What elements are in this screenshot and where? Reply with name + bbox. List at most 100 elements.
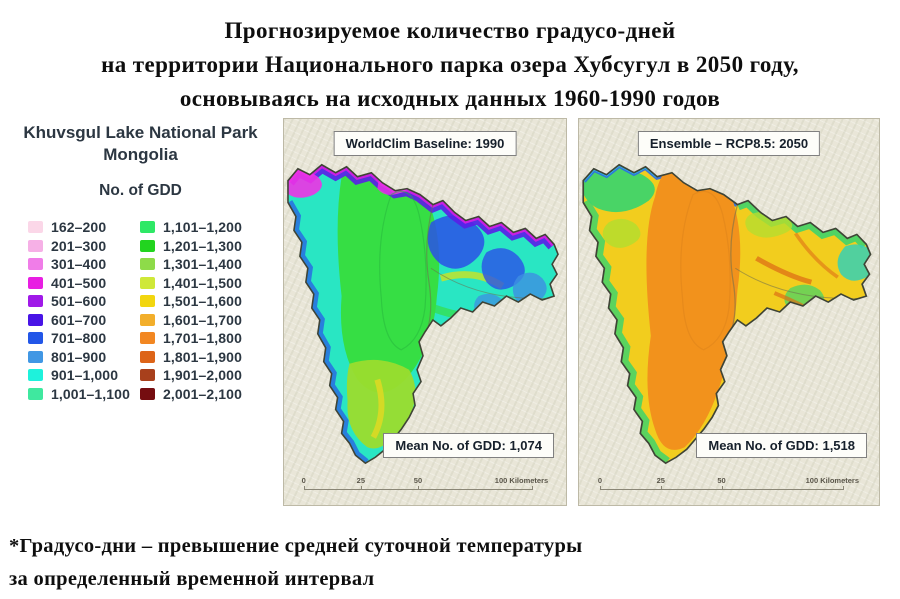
legend-item: 701–800 (28, 330, 140, 347)
legend-item: 1,001–1,100 (28, 385, 140, 402)
lake-outline-baseline (379, 190, 427, 351)
scale-label-50: 50 (717, 476, 726, 485)
map-header-projection: Ensemble – RCP8.5: 2050 (637, 131, 821, 156)
park-outline-baseline (287, 163, 559, 465)
legend-swatch (28, 350, 43, 363)
legend-item: 601–700 (28, 311, 140, 328)
lake-outline-projection (680, 190, 731, 351)
legend-column-1: 162–200 201–300 301–400 401–500 501–600 … (28, 219, 140, 405)
map-canvas-projection (582, 163, 872, 465)
legend-item-label: 1,701–1,800 (163, 330, 242, 347)
legend-title-line2: Mongolia (103, 145, 178, 164)
legend-item-label: 1,401–1,500 (163, 274, 242, 291)
scale-tick (360, 486, 362, 490)
legend-swatch (28, 387, 43, 400)
legend-item-label: 1,301–1,400 (163, 256, 242, 273)
legend-item: 1,301–1,400 (140, 256, 242, 273)
legend-item-label: 1,501–1,600 (163, 293, 242, 310)
legend-item-label: 901–1,000 (51, 367, 119, 384)
scale-bar-baseline: 0 25 50 100 Kilometers (301, 476, 548, 490)
scale-tick (417, 486, 419, 490)
scale-label-25: 25 (356, 476, 366, 485)
footnote-line2: за определенный временной интервал (9, 568, 375, 590)
map-canvas-baseline (287, 163, 559, 465)
legend-item-label: 701–800 (51, 330, 107, 347)
legend-swatch (140, 387, 155, 400)
legend-swatch (28, 276, 43, 289)
legend-item: 162–200 (28, 219, 140, 236)
legend-item: 1,201–1,300 (140, 237, 242, 254)
legend-swatch (28, 313, 43, 326)
legend-item-label: 2,001–2,100 (163, 385, 242, 402)
scale-tick (532, 486, 534, 490)
legend-swatch (28, 332, 43, 345)
legend-panel: Khuvsgul Lake National Park Mongolia No.… (0, 122, 281, 405)
scale-label-0: 0 (597, 476, 603, 485)
park-outline-projection (582, 163, 872, 465)
legend-swatch (140, 239, 155, 252)
legend-swatch (140, 313, 155, 326)
legend-swatch (140, 295, 155, 308)
legend-swatch (28, 295, 43, 308)
scale-label-50: 50 (413, 476, 423, 485)
figure-title-line3: основываясь на исходных данных 1960-1990… (179, 86, 721, 111)
legend-item: 1,401–1,500 (140, 274, 242, 291)
mean-gdd-label-baseline: Mean No. of GDD: 1,074 (383, 433, 554, 458)
scale-tick (843, 486, 844, 490)
legend-item: 901–1,000 (28, 367, 140, 384)
legend-item-label: 1,101–1,200 (163, 219, 242, 236)
mean-gdd-label-projection: Mean No. of GDD: 1,518 (696, 433, 867, 458)
legend-item-label: 601–700 (51, 311, 107, 328)
map-panel-baseline: WorldClim Baseline: 1990 Mean No. of GDD… (283, 118, 567, 506)
scale-label-0: 0 (301, 476, 306, 485)
legend-item-label: 301–400 (51, 256, 107, 273)
legend-item: 501–600 (28, 293, 140, 310)
scale-label-100: 100 Kilometers (494, 476, 549, 485)
footnote: *Градусо-дни – превышение средней суточн… (9, 530, 582, 596)
legend-swatch (140, 258, 155, 271)
legend-item-label: 201–300 (51, 237, 107, 254)
legend-swatch (28, 369, 43, 382)
legend-item-label: 162–200 (51, 219, 107, 236)
legend-item-label: 1,901–2,000 (163, 367, 242, 384)
legend-swatch (140, 221, 155, 234)
legend-item-label: 1,601–1,700 (163, 311, 242, 328)
legend-item-label: 1,801–1,900 (163, 348, 242, 365)
scale-bar-projection: 0 25 50 100 Kilometers (597, 476, 859, 490)
legend-item: 1,801–1,900 (140, 348, 242, 365)
legend-item: 1,901–2,000 (140, 367, 242, 384)
legend-items: 162–200 201–300 301–400 401–500 501–600 … (28, 219, 281, 405)
scale-tick (660, 486, 662, 490)
legend-title: Khuvsgul Lake National Park Mongolia (0, 122, 281, 166)
legend-item: 201–300 (28, 237, 140, 254)
legend-swatch (140, 332, 155, 345)
legend-swatch (140, 276, 155, 289)
legend-column-2: 1,101–1,200 1,201–1,300 1,301–1,400 1,40… (140, 219, 242, 405)
map-panel-projection: Ensemble – RCP8.5: 2050 Mean No. of GDD:… (578, 118, 880, 506)
scale-label-25: 25 (656, 476, 665, 485)
legend-item-label: 801–900 (51, 348, 107, 365)
legend-item-label: 1,201–1,300 (163, 237, 242, 254)
legend-item: 1,101–1,200 (140, 219, 242, 236)
scale-tick (721, 486, 723, 490)
legend-item-label: 501–600 (51, 293, 107, 310)
figure-title-line2: на территории Национального парка озера … (101, 52, 799, 77)
legend-item: 1,501–1,600 (140, 293, 242, 310)
legend-item: 301–400 (28, 256, 140, 273)
scale-tick (600, 486, 601, 490)
legend-item: 1,601–1,700 (140, 311, 242, 328)
scale-tick (303, 486, 305, 490)
footnote-line1: *Градусо-дни – превышение средней суточн… (9, 535, 583, 557)
legend-swatch (28, 239, 43, 252)
scale-label-100: 100 Kilometers (805, 476, 860, 485)
figure-title-line1: Прогнозируемое количество градусо-дней (224, 18, 676, 43)
legend-swatch (28, 258, 43, 271)
map-header-baseline: WorldClim Baseline: 1990 (333, 131, 517, 156)
legend-swatch (28, 221, 43, 234)
legend-item: 1,701–1,800 (140, 330, 242, 347)
legend-swatch (140, 350, 155, 363)
legend-item-label: 1,001–1,100 (51, 385, 130, 402)
legend-subtitle: No. of GDD (99, 182, 182, 199)
legend-item-label: 401–500 (51, 274, 107, 291)
